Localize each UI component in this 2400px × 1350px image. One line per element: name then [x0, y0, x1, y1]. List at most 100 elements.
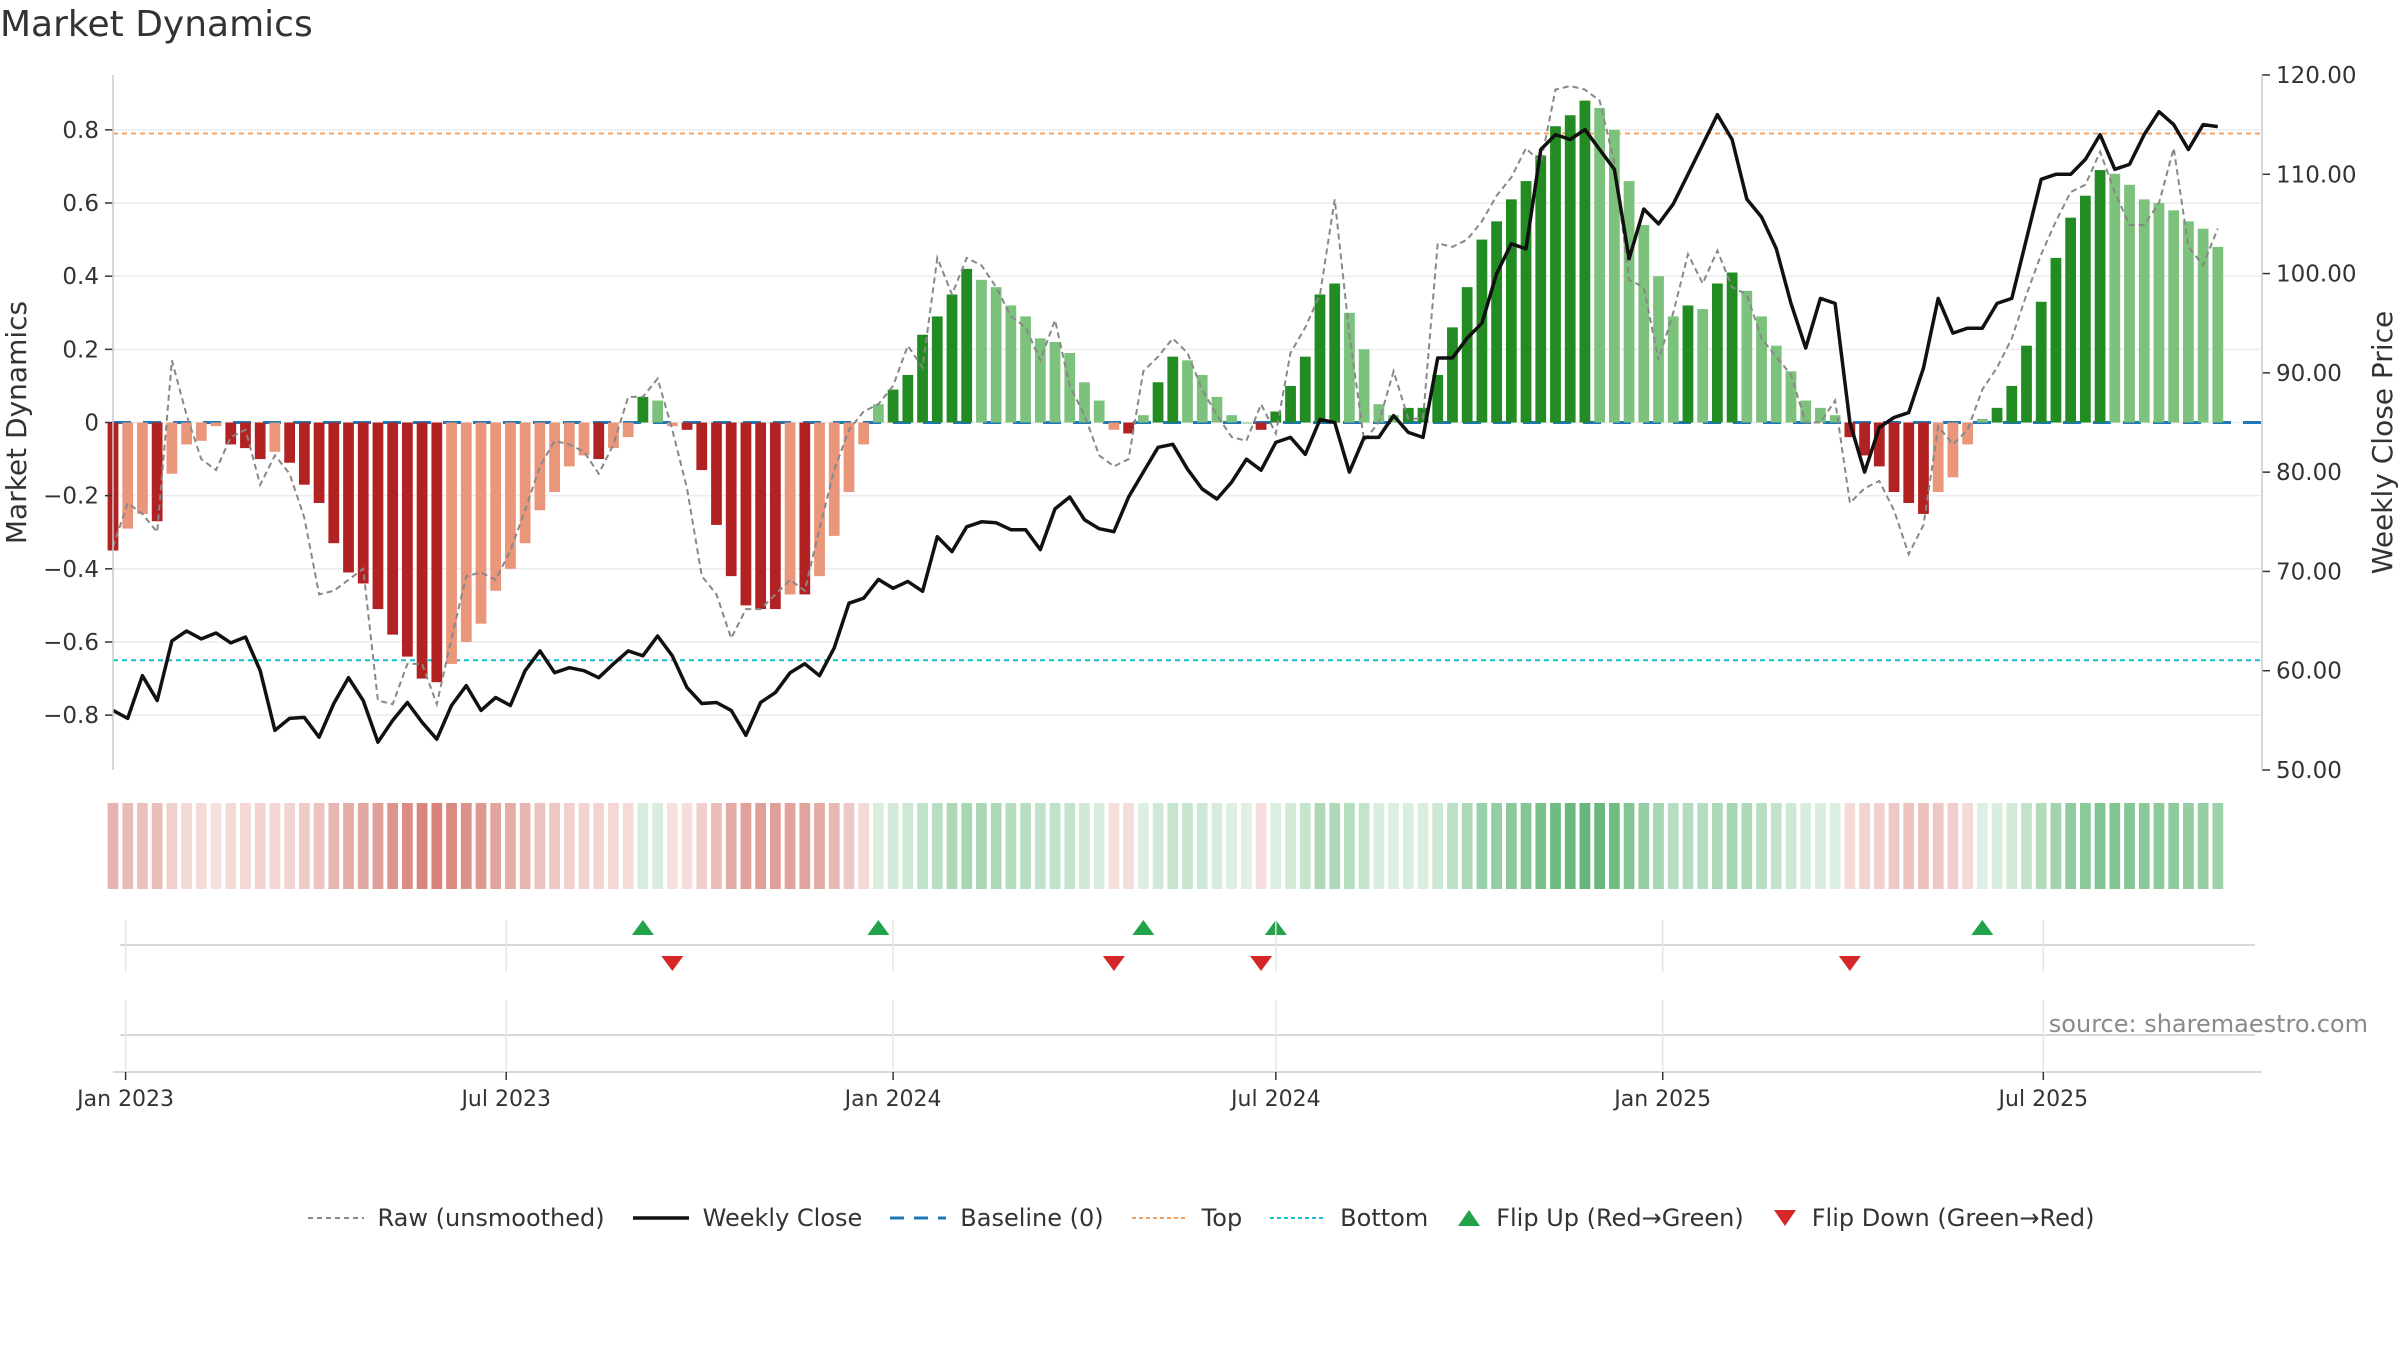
regime-cell [1888, 803, 1900, 889]
flip-up-marker [1971, 920, 1994, 935]
md-bar [240, 422, 251, 449]
regime-cell [1417, 803, 1429, 889]
regime-cell [652, 803, 663, 889]
legend-item: Flip Down (Green→Red) [1770, 1204, 2095, 1232]
regime-cell [1608, 803, 1620, 889]
regime-cell [431, 803, 443, 889]
triangle-up-icon [1458, 1210, 1481, 1226]
md-bar [1785, 371, 1797, 423]
regime-cell [2079, 803, 2091, 889]
md-bar [460, 422, 472, 642]
md-bar [2212, 246, 2224, 423]
regime-cell [858, 803, 870, 889]
md-bar [681, 422, 693, 430]
regime-cell [1167, 803, 1179, 889]
regime-cell [917, 803, 928, 889]
md-bar [1800, 400, 1812, 423]
md-bar [1815, 407, 1826, 423]
regime-cell [637, 803, 649, 889]
chart-legend: Raw (unsmoothed) Weekly Close Baseline (0)… [0, 1198, 2400, 1238]
regime-cell [1373, 803, 1385, 889]
regime-cell [1918, 803, 1929, 889]
md-bar [711, 422, 722, 525]
flip-up-marker [1132, 920, 1155, 935]
legend-item: Flip Up (Red→Green) [1454, 1204, 1744, 1232]
dashed-line [890, 1216, 947, 1220]
regime-cell [1211, 803, 1223, 889]
y-left-tick-label: 0 [84, 411, 99, 437]
md-bar [1137, 415, 1149, 423]
regime-cell [1800, 803, 1812, 889]
md-bar [1182, 360, 1193, 423]
y-right-tick-label: 80.00 [2276, 460, 2342, 486]
md-bar [1962, 422, 1974, 445]
axes: −0.8 −0.6 −0.4 −0.2 0 0.2 0.4 0.6 0.8 50.00 60.00 7… [0, 63, 2399, 784]
regime-cell [578, 803, 590, 889]
md-bar [490, 422, 502, 591]
md-bar [1712, 283, 1723, 423]
y-right-tick-label: 120.00 [2276, 63, 2356, 89]
md-bar [2153, 203, 2165, 423]
regime-cell [1903, 803, 1915, 889]
x-tick-label: Jan 2024 [843, 1087, 942, 1112]
regime-cell [166, 803, 178, 889]
regime-cell [799, 803, 811, 889]
regime-cell [1020, 803, 1031, 889]
regime-cell [225, 803, 237, 889]
md-bar [195, 422, 207, 441]
md-bar [549, 422, 560, 492]
regime-cell [1770, 803, 1782, 889]
md-bar [1005, 305, 1017, 423]
md-bar [1314, 294, 1326, 423]
regime-cell [519, 803, 531, 889]
regime-cell [990, 803, 1002, 889]
md-bar [1947, 422, 1959, 478]
regime-cell [1005, 803, 1017, 889]
regime-cell [2109, 803, 2121, 889]
md-bar [1844, 422, 1856, 438]
md-bar [1770, 345, 1782, 423]
md-bar [917, 334, 928, 423]
md-bar [1741, 290, 1753, 423]
regime-cell [401, 803, 413, 889]
md-bar [1550, 126, 1561, 423]
regime-cell [1049, 803, 1061, 889]
md-bar [1535, 155, 1547, 423]
regime-cell [1653, 803, 1664, 889]
md-bar [1211, 396, 1223, 423]
regime-cell [1844, 803, 1856, 889]
y-left-tick-label: 0.6 [62, 191, 99, 217]
regime-cell [1947, 803, 1959, 889]
regime-cell [1329, 803, 1341, 889]
regime-cell [446, 803, 457, 889]
regime-cell [137, 803, 148, 889]
regime-cell [1152, 803, 1164, 889]
triangle-down-icon [1773, 1210, 1796, 1226]
regime-cell [107, 803, 119, 889]
md-bar [254, 422, 266, 460]
legend-item: Top [1130, 1204, 1242, 1232]
md-bar [1358, 349, 1370, 423]
regime-cell [1873, 803, 1885, 889]
x-tick-label: Jan 2023 [75, 1087, 174, 1112]
x-tick-label: Jul 2025 [1997, 1087, 2089, 1112]
regime-cell [254, 803, 266, 889]
md-bar [1240, 422, 1252, 424]
md-bar [637, 396, 649, 423]
regime-cell [1402, 803, 1414, 889]
md-bar [225, 422, 237, 445]
regime-cell [2006, 803, 2018, 889]
md-bar [446, 422, 457, 664]
regime-cell [151, 803, 163, 889]
md-bar [505, 422, 516, 569]
md-bar [1402, 407, 1414, 423]
md-bar [1608, 129, 1620, 423]
y-right-axis-label: Weekly Close Price [2366, 311, 2399, 574]
regime-cell [1991, 803, 2003, 889]
md-bar [401, 422, 413, 657]
regime-cell [534, 803, 546, 889]
md-bar [1108, 422, 1120, 430]
regime-cell [2183, 803, 2194, 889]
legend-label: Bottom [1340, 1204, 1429, 1232]
